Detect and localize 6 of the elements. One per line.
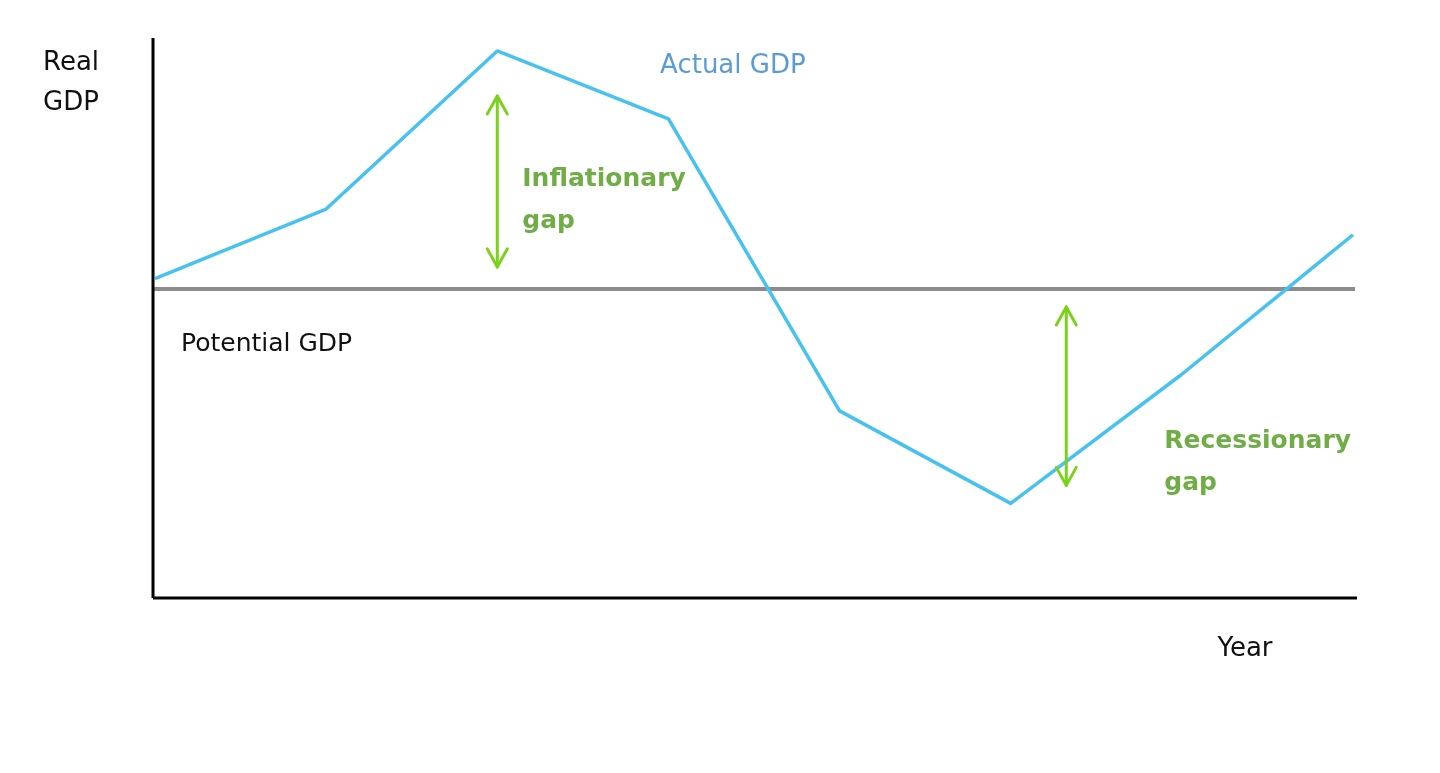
y-axis-title: Real GDP: [43, 46, 100, 116]
annotation: Recessionary gap: [1164, 425, 1352, 497]
x-axis-title: Year: [1216, 632, 1273, 662]
series-label: Actual GDP: [660, 48, 806, 79]
annotation: Inflationary gap: [522, 162, 686, 234]
ref-line-label: Potential GDP: [181, 327, 353, 357]
